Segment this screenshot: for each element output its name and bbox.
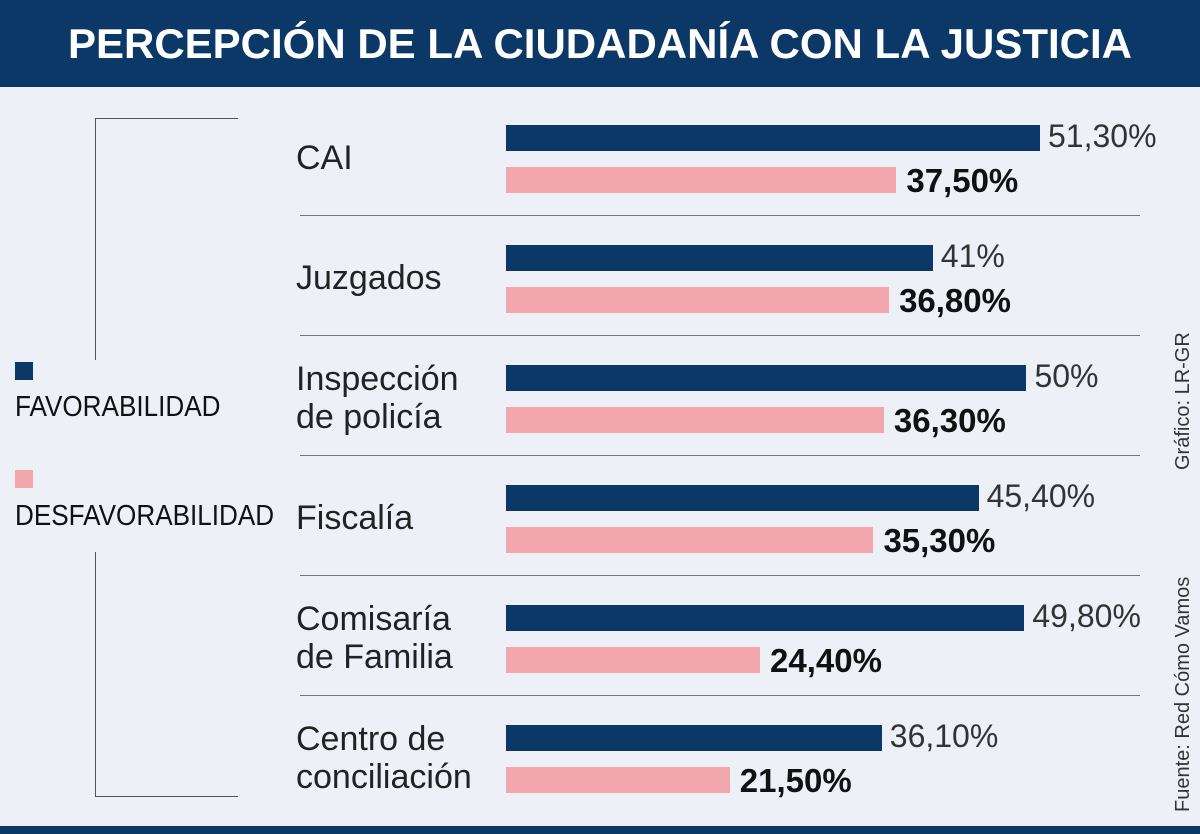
legend-desfavorable-swatch: [15, 470, 33, 488]
bracket-top-horizontal: [95, 118, 238, 119]
category-label: Fiscalía: [296, 499, 414, 537]
legend-favorable-label: FAVORABILIDAD: [15, 391, 221, 423]
fuente-credit: Fuente: Red Cómo Vamos: [1172, 576, 1194, 812]
value-label-desfavorabilidad: 35,30%: [883, 522, 996, 559]
legend-desfavorable-label: DESFAVORABILIDAD: [15, 500, 275, 532]
category-label: Comisaría de Familia: [296, 600, 453, 676]
header-bar: [0, 0, 1200, 87]
value-label-favorabilidad: 50%: [1034, 358, 1099, 394]
value-label-favorabilidad: 41%: [940, 238, 1005, 274]
row-divider: [300, 215, 1140, 216]
value-label-desfavorabilidad: 37,50%: [906, 162, 1019, 199]
bracket-top-vertical: [95, 118, 96, 360]
category-label: CAI: [296, 139, 353, 177]
bar-favorabilidad: [506, 245, 933, 271]
bracket-bottom-vertical: [95, 552, 96, 797]
bar-desfavorabilidad: [506, 407, 884, 433]
bar-favorabilidad: [506, 365, 1027, 391]
bar-desfavorabilidad: [506, 527, 874, 553]
value-label-favorabilidad: 45,40%: [986, 478, 1096, 514]
chart-title: PERCEPCIÓN DE LA CIUDADANÍA CON LA JUSTI…: [67, 19, 1133, 67]
bracket-bottom-horizontal: [95, 796, 238, 797]
category-label: Centro de conciliación: [296, 720, 472, 796]
value-label-favorabilidad: 36,10%: [889, 718, 999, 754]
value-label-favorabilidad: 49,80%: [1032, 598, 1141, 634]
value-label-favorabilidad: 51,30%: [1048, 118, 1157, 154]
category-label: Inspección de policía: [296, 360, 459, 436]
row-divider: [300, 455, 1140, 456]
bar-favorabilidad: [506, 485, 979, 511]
legend-favorable-swatch: [15, 362, 33, 380]
category-label: Juzgados: [296, 259, 442, 297]
bar-favorabilidad: [506, 125, 1040, 151]
bar-desfavorabilidad: [506, 287, 890, 313]
bar-favorabilidad: [506, 605, 1025, 631]
value-label-desfavorabilidad: 21,50%: [739, 762, 852, 799]
bar-desfavorabilidad: [506, 767, 730, 793]
value-label-desfavorabilidad: 24,40%: [769, 642, 882, 679]
row-divider: [300, 695, 1140, 696]
row-divider: [300, 335, 1140, 336]
value-label-desfavorabilidad: 36,80%: [899, 282, 1011, 319]
bottom-bar: [0, 826, 1200, 834]
bar-desfavorabilidad: [506, 167, 897, 193]
value-label-desfavorabilidad: 36,30%: [893, 402, 1006, 439]
grafico-credit: Gráfico: LR-GR: [1172, 332, 1194, 470]
bar-favorabilidad: [506, 725, 882, 751]
bar-desfavorabilidad: [506, 647, 760, 673]
row-divider: [300, 575, 1140, 576]
